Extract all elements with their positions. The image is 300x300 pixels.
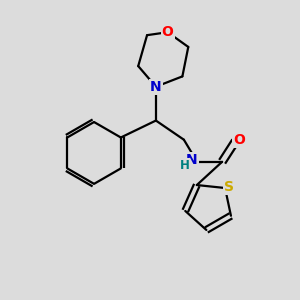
- Text: N: N: [186, 153, 198, 167]
- Text: O: O: [162, 25, 174, 39]
- Text: N: N: [150, 80, 162, 94]
- Text: S: S: [224, 179, 235, 194]
- Text: H: H: [180, 159, 190, 172]
- Text: O: O: [233, 133, 245, 147]
